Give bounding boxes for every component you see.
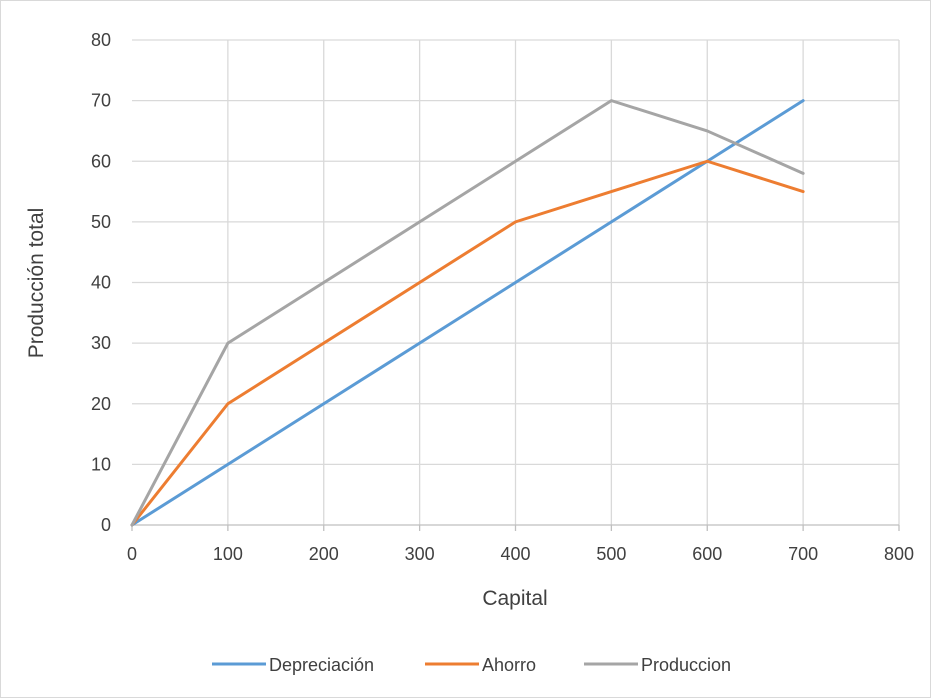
y-tick-label: 40: [91, 273, 111, 293]
legend-item: Ahorro: [425, 655, 536, 675]
x-tick-label: 800: [884, 544, 914, 564]
y-tick-label: 70: [91, 91, 111, 111]
x-tick-label: 600: [692, 544, 722, 564]
series-line-ahorro: [130, 159, 805, 527]
y-tick-label: 30: [91, 333, 111, 353]
legend: Depreciación Ahorro Produccion: [212, 655, 731, 675]
y-tick-label: 80: [91, 30, 111, 50]
x-tick-label: 300: [405, 544, 435, 564]
series-lines: [130, 99, 805, 527]
legend-label: Produccion: [641, 655, 731, 675]
x-tick-label: 500: [596, 544, 626, 564]
series-line-depreciacion: [130, 99, 805, 527]
y-tick-label: 0: [101, 515, 111, 535]
x-axis-tick-labels: 0 100 200 300 400 500 600 700 800: [127, 544, 914, 564]
legend-item: Produccion: [584, 655, 731, 675]
x-tick-label: 400: [500, 544, 530, 564]
legend-label: Depreciación: [269, 655, 374, 675]
x-axis-title: Capital: [482, 587, 547, 610]
legend-label: Ahorro: [482, 655, 536, 675]
series-line-produccion: [130, 99, 805, 527]
x-tick-label: 0: [127, 544, 137, 564]
y-axis-title: Producción total: [25, 208, 48, 359]
y-tick-label: 60: [91, 151, 111, 171]
y-tick-label: 20: [91, 394, 111, 414]
x-tick-label: 200: [309, 544, 339, 564]
legend-item: Depreciación: [212, 655, 374, 675]
y-axis-tick-labels: 0 10 20 30 40 50 60 70 80: [91, 30, 111, 535]
y-tick-label: 50: [91, 212, 111, 232]
y-tick-label: 10: [91, 454, 111, 474]
axes: [131, 524, 900, 531]
x-tick-label: 100: [213, 544, 243, 564]
x-tick-label: 700: [788, 544, 818, 564]
